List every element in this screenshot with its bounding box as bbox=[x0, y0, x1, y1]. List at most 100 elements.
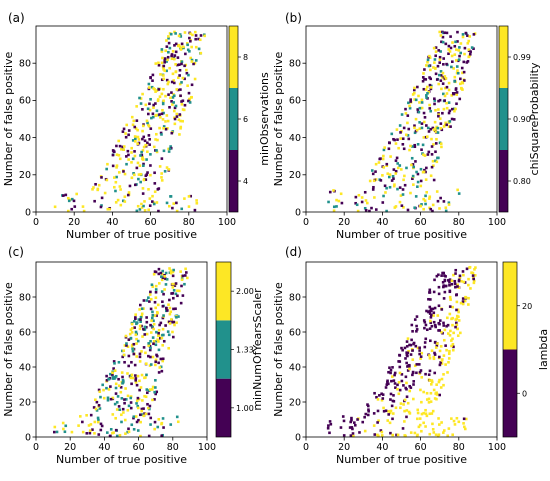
data-point bbox=[149, 127, 153, 130]
data-point bbox=[380, 430, 384, 434]
data-point bbox=[96, 420, 100, 424]
data-point bbox=[162, 314, 165, 317]
data-point bbox=[129, 376, 133, 380]
data-point bbox=[417, 425, 421, 429]
data-point bbox=[422, 197, 425, 201]
data-point bbox=[388, 141, 391, 145]
data-point bbox=[401, 143, 405, 146]
data-point bbox=[123, 344, 127, 347]
data-point bbox=[328, 190, 332, 194]
data-point bbox=[153, 314, 157, 317]
data-point bbox=[148, 143, 151, 146]
data-point bbox=[435, 274, 439, 278]
data-point bbox=[117, 171, 121, 174]
data-point bbox=[134, 137, 137, 141]
data-point bbox=[91, 188, 94, 191]
data-point bbox=[163, 57, 167, 60]
data-point bbox=[366, 413, 370, 417]
data-point bbox=[406, 337, 410, 340]
data-point bbox=[456, 30, 459, 34]
data-point bbox=[182, 108, 186, 112]
data-point bbox=[120, 371, 124, 374]
data-point bbox=[151, 336, 155, 339]
data-point bbox=[433, 58, 437, 61]
data-point bbox=[434, 324, 437, 327]
data-point bbox=[142, 307, 145, 310]
data-point bbox=[389, 431, 392, 435]
data-point bbox=[147, 86, 151, 89]
data-point bbox=[171, 270, 175, 274]
data-point bbox=[405, 415, 408, 419]
data-point bbox=[85, 414, 88, 417]
data-point bbox=[130, 151, 133, 154]
data-point bbox=[174, 32, 177, 35]
data-point bbox=[349, 434, 353, 437]
data-point bbox=[66, 196, 70, 200]
data-point bbox=[433, 278, 436, 282]
data-point bbox=[335, 205, 338, 208]
data-point bbox=[424, 323, 428, 327]
data-point bbox=[446, 316, 449, 320]
data-point bbox=[438, 117, 442, 120]
data-point bbox=[352, 434, 355, 438]
data-point bbox=[151, 355, 155, 359]
data-point bbox=[423, 154, 427, 157]
data-point bbox=[435, 383, 438, 386]
data-point bbox=[151, 313, 155, 317]
data-point bbox=[411, 373, 414, 377]
data-point bbox=[430, 412, 434, 415]
data-point bbox=[171, 282, 174, 286]
data-point bbox=[434, 66, 437, 70]
data-point bbox=[156, 98, 160, 101]
data-point bbox=[419, 369, 423, 372]
data-point bbox=[444, 209, 448, 213]
data-point bbox=[143, 327, 147, 331]
data-point bbox=[455, 48, 458, 51]
data-point bbox=[121, 378, 125, 382]
data-point bbox=[103, 191, 107, 195]
data-point bbox=[411, 163, 415, 166]
data-point bbox=[425, 398, 429, 401]
data-point bbox=[446, 371, 449, 374]
data-point bbox=[390, 404, 394, 408]
y-tick-label: 80 bbox=[289, 292, 301, 303]
data-point bbox=[379, 157, 382, 160]
data-point bbox=[424, 412, 428, 416]
data-point bbox=[123, 360, 126, 364]
data-point bbox=[132, 428, 136, 431]
data-point bbox=[187, 91, 191, 95]
data-point bbox=[189, 194, 193, 198]
data-point bbox=[171, 103, 174, 106]
data-point bbox=[72, 199, 76, 203]
data-point bbox=[139, 386, 143, 389]
data-point bbox=[112, 367, 115, 370]
data-point bbox=[141, 155, 144, 159]
data-point bbox=[370, 169, 374, 172]
data-point bbox=[140, 373, 144, 377]
data-point bbox=[438, 58, 442, 61]
x-tick-label: 0 bbox=[303, 442, 309, 453]
data-point bbox=[159, 337, 162, 340]
data-point bbox=[441, 35, 445, 39]
data-point bbox=[400, 346, 403, 350]
data-point bbox=[127, 427, 130, 431]
data-point bbox=[119, 188, 122, 191]
data-point bbox=[439, 361, 442, 364]
data-point bbox=[409, 343, 413, 347]
data-point bbox=[387, 413, 390, 416]
data-point bbox=[452, 331, 455, 335]
data-point bbox=[149, 76, 152, 79]
data-point bbox=[457, 420, 461, 424]
data-point bbox=[177, 34, 181, 38]
data-point bbox=[136, 404, 140, 408]
data-point bbox=[170, 53, 174, 56]
data-point bbox=[133, 320, 136, 323]
data-point bbox=[197, 47, 201, 51]
data-point bbox=[418, 101, 421, 104]
data-point bbox=[135, 383, 139, 387]
data-point bbox=[99, 422, 103, 426]
data-point bbox=[176, 76, 180, 80]
data-point bbox=[149, 153, 152, 156]
data-point bbox=[142, 145, 146, 149]
